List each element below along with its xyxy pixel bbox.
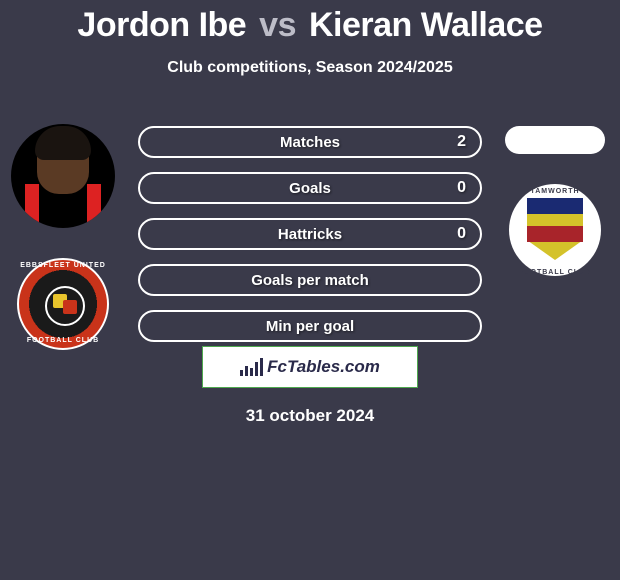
club2-name-top: TAMWORTH [509, 188, 601, 195]
left-column: EBBSFLEET UNITED FOOTBALL CLUB [8, 124, 118, 350]
stat-label: Min per goal [140, 318, 480, 335]
player2-name: Kieran Wallace [309, 6, 543, 44]
right-column: TAMWORTH FOOTBALL CLUB [500, 126, 610, 276]
brand-text: FcTables.com [267, 357, 380, 377]
stat-value-right: 0 [457, 174, 480, 202]
stat-label: Hattricks [140, 226, 480, 243]
stat-value-right: 0 [457, 220, 480, 248]
player2-club-badge: TAMWORTH FOOTBALL CLUB [509, 184, 601, 276]
player2-avatar-placeholder [505, 126, 605, 154]
subtitle: Club competitions, Season 2024/2025 [0, 59, 620, 77]
stat-pill: Min per goal [138, 310, 482, 342]
stat-label: Matches [140, 134, 480, 151]
stat-pill: Goals per match [138, 264, 482, 296]
stat-pill: Matches2 [138, 126, 482, 158]
page-title: Jordon Ibe vs Kieran Wallace [0, 0, 620, 45]
brand-box: FcTables.com [202, 346, 418, 388]
stat-pill: Goals0 [138, 172, 482, 204]
brand-bars-icon [240, 358, 263, 376]
stat-rows: Matches2Goals0Hattricks0Goals per matchM… [138, 126, 482, 342]
player1-club-badge: EBBSFLEET UNITED FOOTBALL CLUB [17, 258, 109, 350]
stat-label: Goals per match [140, 272, 480, 289]
club1-name-top: EBBSFLEET UNITED [19, 262, 107, 269]
date-text: 31 october 2024 [0, 406, 620, 426]
vs-text: vs [259, 6, 296, 44]
club1-name-bot: FOOTBALL CLUB [19, 337, 107, 344]
club2-name-bot: FOOTBALL CLUB [509, 269, 601, 276]
stat-value-right: 2 [457, 128, 480, 156]
player1-avatar [11, 124, 115, 228]
player1-name: Jordon Ibe [77, 6, 246, 44]
stat-pill: Hattricks0 [138, 218, 482, 250]
stat-label: Goals [140, 180, 480, 197]
